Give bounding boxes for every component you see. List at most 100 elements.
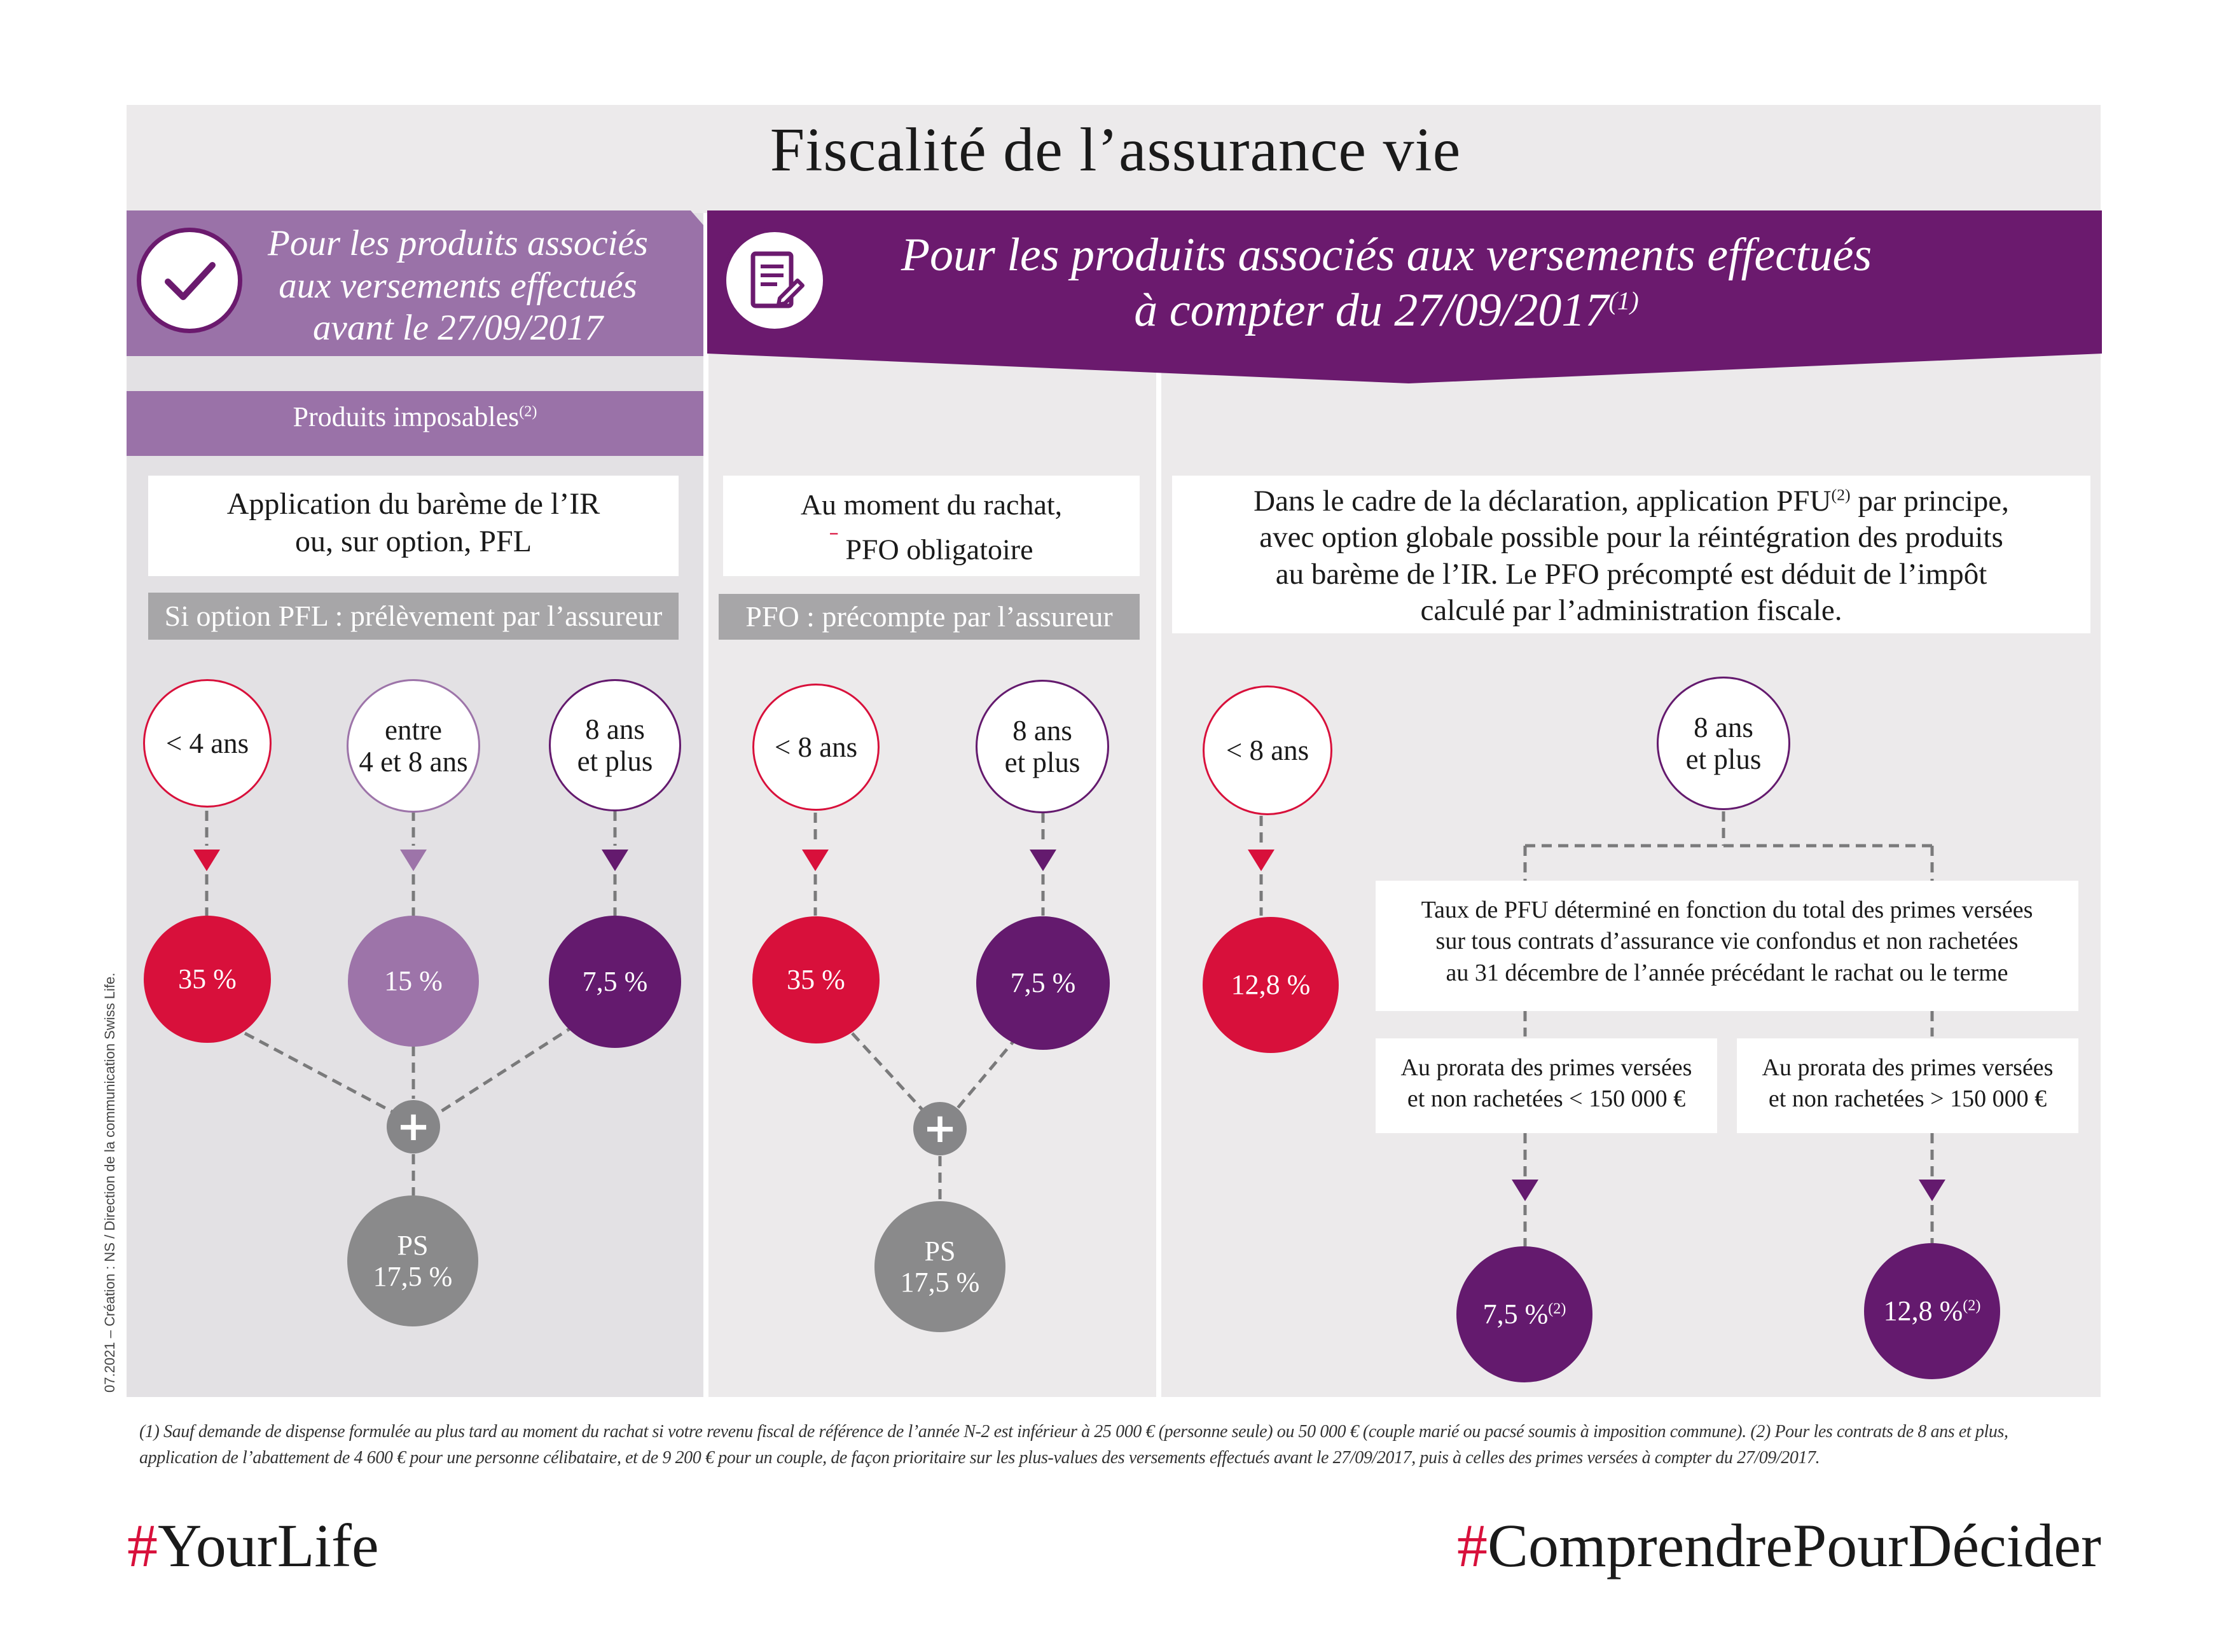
mid-ps-line1: PS (924, 1235, 956, 1267)
left-ps-line1: PS (397, 1229, 429, 1261)
right-header-sup: (1) (1608, 286, 1639, 315)
hashtag-comprendre-text: ComprendrePourDécider (1487, 1511, 2101, 1580)
document-edit-icon (722, 228, 827, 333)
decl-line1: Dans le cadre de la déclaration, applica… (1172, 483, 2090, 520)
arrow-left-2 (400, 850, 427, 871)
duration-4-8-line1: entre (385, 713, 442, 746)
rate-35-label: 35 % (178, 963, 237, 995)
left-header-line2: aux versements effectués (279, 265, 637, 306)
footnote: (1) Sauf demande de dispense formulée au… (139, 1419, 2104, 1471)
prorata-high-box: Au prorata des primes versées et non rac… (1737, 1038, 2078, 1133)
left-rule-line2: ou, sur option, PFL (294, 524, 532, 558)
top-panel (127, 105, 2101, 213)
left-subheader-text: Produits imposables (293, 401, 520, 432)
right-header-line1: Pour les produits associés aux versement… (901, 229, 1872, 281)
decl-line1-sup: (2) (1831, 485, 1851, 504)
hashtag-mark-right: # (1456, 1511, 1488, 1580)
mid-rate-35-label: 35 % (787, 964, 845, 996)
left-subheader-sup: (2) (519, 403, 537, 420)
duration-8-plus-line1: 8 ans (585, 713, 645, 745)
duration-lt-4-circle: < 4 ans (143, 679, 272, 808)
left-header-banner (127, 210, 703, 356)
left-plus-icon: + (387, 1100, 440, 1153)
decl-rate-7-5-wrap: 7,5 %(2) (1483, 1298, 1566, 1330)
right-header-line2: à compter du 27/09/2017 (1134, 284, 1609, 336)
mid-duration-lt-8-circle: < 8 ans (752, 684, 880, 811)
prorata-high-line1: Au prorata des primes versées (1762, 1054, 2054, 1081)
left-header-text: Pour les produits associés aux versement… (235, 223, 680, 350)
mid-duration-8-plus-line1: 8 ans (1012, 714, 1072, 747)
mid-plus-icon: + (913, 1102, 967, 1155)
decl-rate-12-8-circle: 12,8 % (1203, 917, 1339, 1053)
mid-duration-8-plus-line2: et plus (1004, 747, 1081, 778)
footnote-line2: application de l’abattement de 4 600 € p… (139, 1447, 1820, 1468)
left-ps-circle: PS 17,5 % (347, 1195, 478, 1326)
decl-line3: au barème de l’IR. Le PFO précompté est … (1275, 557, 1987, 591)
decl-duration-8-plus-circle: 8 ans et plus (1657, 677, 1790, 810)
hashtag-your-life-text: YourLife (158, 1511, 379, 1580)
rate-15-label: 15 % (384, 965, 443, 997)
prorata-low-box: Au prorata des primes versées et non rac… (1376, 1038, 1717, 1133)
mid-rate-7-5-label: 7,5 % (1010, 967, 1076, 999)
duration-8-plus-circle: 8 ans et plus (549, 679, 681, 811)
prorata-low-line1: Au prorata des primes versées (1400, 1054, 1692, 1081)
right-header-text: Pour les produits associés aux versement… (846, 228, 1927, 338)
rate-7-5-circle: 7,5 % (549, 916, 681, 1048)
mid-rule-line2-wrap: ˉ PFO obligatoire (723, 524, 1140, 568)
decl-rate-7-5-sup: (2) (1548, 1300, 1566, 1318)
decl-rate-12-8-high-sup: (2) (1963, 1297, 1981, 1314)
decl-rate-12-8-high-label: 12,8 % (1883, 1295, 1963, 1327)
decl-duration-8-plus-line1: 8 ans (1694, 711, 1753, 743)
red-tick-icon: ˉ (829, 525, 838, 554)
arrow-right-3 (1919, 1180, 1945, 1201)
left-rule-line1: Application du barème de l’IR (226, 487, 600, 521)
mid-rate-35-circle: 35 % (752, 916, 880, 1043)
mid-pfo-label: PFO : précompte par l’assureur (719, 594, 1140, 640)
checkmark-icon (137, 228, 242, 333)
hashtag-comprendre: #ComprendrePourDécider (1457, 1510, 2101, 1581)
prorata-low-line2: et non rachetées < 150 000 € (1407, 1085, 1686, 1113)
mid-duration-lt-8-label: < 8 ans (774, 731, 858, 763)
pfu-rate-line2: sur tous contrats d’assurance vie confon… (1435, 928, 2019, 955)
decl-duration-8-plus-line2: et plus (1685, 743, 1762, 775)
mid-rule-line1: Au moment du rachat, (800, 488, 1063, 521)
mid-rule-line2: PFO obligatoire (845, 533, 1033, 566)
pfu-rate-line3: au 31 décembre de l’année précédant le r… (1446, 959, 2008, 986)
decl-rate-12-8-high-circle: 12,8 %(2) (1864, 1243, 2000, 1379)
rate-35-circle: 35 % (144, 916, 271, 1043)
decl-line1a: Dans le cadre de la déclaration, applica… (1254, 485, 1832, 518)
left-header-line1: Pour les produits associés (268, 223, 648, 263)
arrow-mid-2 (1030, 850, 1056, 871)
page-title: Fiscalité de l’assurance vie (770, 116, 1461, 184)
middle-panel (708, 213, 1156, 1397)
decl-rate-7-5-circle: 7,5 %(2) (1456, 1246, 1592, 1382)
right-panel (1161, 213, 2101, 1397)
decl-line4: calculé par l’administration fiscale. (1420, 593, 1842, 627)
footnote-line1: (1) Sauf demande de dispense formulée au… (139, 1422, 2008, 1442)
mid-ps-line2: 17,5 % (900, 1267, 980, 1298)
left-rule-box: Application du barème de l’IR ou, sur op… (148, 476, 679, 576)
left-ps-line2: 17,5 % (373, 1261, 453, 1292)
arrow-left-3 (602, 850, 628, 871)
duration-8-plus-line2: et plus (577, 745, 653, 777)
pfu-rate-line1: Taux de PFU déterminé en fonction du tot… (1421, 897, 2033, 923)
arrow-left-1 (193, 850, 220, 871)
left-subheader-band (127, 391, 703, 456)
pfu-rate-box: Taux de PFU déterminé en fonction du tot… (1376, 881, 2078, 1011)
duration-4-8-line2: 4 et 8 ans (359, 746, 468, 778)
left-subheader: Produits imposables(2) (127, 401, 703, 433)
right-header-banner (707, 210, 2102, 383)
arrow-right-1 (1248, 850, 1274, 871)
arrow-right-2 (1512, 1180, 1538, 1201)
decl-line2: avec option globale possible pour la réi… (1259, 521, 2003, 554)
credit-text: 07.2021 – Création : NS / Direction de l… (102, 972, 118, 1393)
mid-ps-circle: PS 17,5 % (874, 1201, 1005, 1332)
left-pfl-label: Si option PFL : prélèvement par l’assure… (148, 593, 679, 640)
duration-4-8-circle: entre 4 et 8 ans (347, 679, 480, 813)
right-header-line2-wrap: à compter du 27/09/2017(1) (846, 283, 1927, 338)
decl-rate-7-5-label: 7,5 % (1482, 1298, 1549, 1330)
rate-15-circle: 15 % (348, 916, 479, 1047)
decl-duration-lt-8-label: < 8 ans (1226, 734, 1309, 766)
mid-rule-box: Au moment du rachat, ˉ PFO obligatoire (723, 476, 1140, 576)
